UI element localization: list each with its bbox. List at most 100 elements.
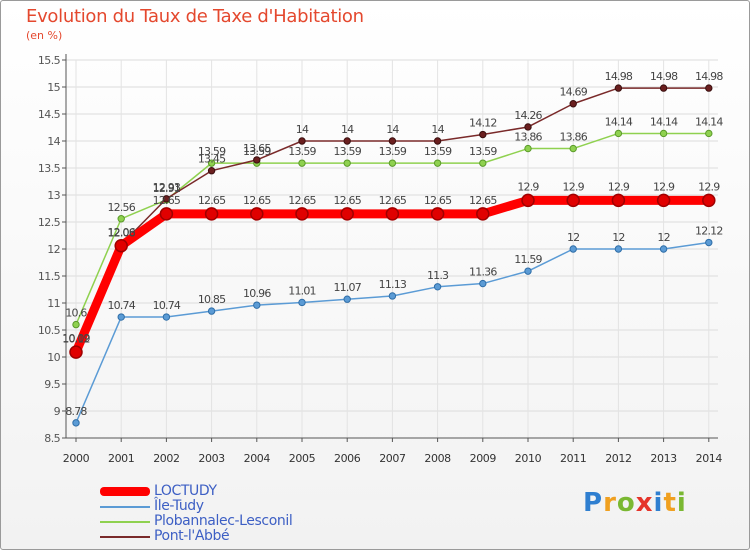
data-point [524,144,532,153]
data-label: 13.59 [424,145,452,158]
y-tick-label: 9.5 [44,378,60,391]
data-point [250,207,264,221]
data-labels: 8.78 10.74 10.74 10.85 10.96 11.01 11.07 11.13 1… [62,70,724,418]
x-tick-label: 2005 [289,452,316,465]
data-label: 13.59 [243,145,271,158]
data-point [569,245,577,253]
data-label: 14.14 [695,115,723,128]
legend-swatch [100,506,150,508]
data-label: 12.12 [695,225,723,238]
chart-unit-label: (en %) [26,29,63,42]
data-point [117,313,125,321]
y-tick-label: 13 [47,189,60,202]
x-tick-label: 2006 [334,452,361,465]
data-point [114,239,128,253]
x-tick-label: 2004 [244,452,271,465]
data-label: 13.45 [198,153,226,166]
data-label: 11.36 [469,266,497,279]
y-tick-label: 13.5 [38,162,61,175]
x-tick-label: 2014 [696,452,723,465]
y-tick-label: 8.5 [44,432,60,445]
data-label: 14 [386,123,399,136]
x-tick-label: 2010 [515,452,542,465]
data-point [476,207,490,221]
data-label: 14 [431,123,444,136]
data-label: 12.9 [653,180,675,193]
data-label: 12.93 [153,181,181,194]
data-label: 12.65 [333,194,361,207]
data-label: 12.56 [107,201,135,214]
data-point [614,84,623,92]
data-point [433,159,442,167]
data-label: 11.13 [379,278,407,291]
data-point [343,159,351,167]
y-tick-label: 12 [47,243,60,256]
data-label: 12.65 [243,194,271,207]
logo-letter: o [616,488,636,518]
logo-letter: P [583,488,604,518]
data-label: 11.01 [288,284,316,297]
y-tick-label: 9 [54,405,61,418]
data-point [659,245,668,253]
y-tick-label: 12.5 [38,216,61,229]
data-label: 12 [567,231,579,244]
x-tick-label: 2012 [605,452,631,465]
data-label: 14 [296,123,309,136]
data-label: 13.86 [514,131,542,144]
data-point [430,207,445,221]
logo-letter: r [603,488,617,518]
data-point [162,195,171,203]
data-point [343,137,351,145]
data-label: 10.6 [65,307,87,320]
data-point [385,207,400,221]
x-tick-label: 2003 [198,452,225,465]
data-point [659,129,668,138]
data-point [298,137,306,145]
y-tick-label: 15.5 [38,54,61,67]
data-label: 10.74 [153,299,181,312]
data-point [569,100,577,108]
data-point [343,295,351,303]
y-tick-label: 10.5 [38,324,61,337]
series-lines [69,84,716,427]
data-point [433,283,442,291]
x-tick-label: 2002 [153,452,179,465]
data-label: 14.98 [695,70,723,83]
data-point [705,84,713,92]
data-point [72,320,80,329]
data-label: 13.59 [333,145,361,158]
data-point [479,279,487,288]
axes: 8.5 9 9.5 10 10.5 11 11.5 12 12.5 13 13.5 14 14.5 15 1… [38,54,723,465]
proxiti-logo: Proxiti [583,488,687,518]
data-point [207,167,216,175]
data-label: 14.69 [559,86,587,99]
legend-swatch [100,521,150,523]
y-tick-label: 10 [47,351,60,364]
x-tick-label: 2000 [63,452,90,465]
data-label: 12.9 [517,180,539,193]
data-label: 14.26 [514,109,542,122]
y-tick-label: 14 [47,135,60,148]
x-tick-label: 2009 [470,452,497,465]
data-label: 12 [612,231,624,244]
data-point [702,193,716,208]
legend-label: Plobannalec-Lesconil [154,513,293,529]
y-tick-label: 11 [47,297,60,310]
data-point [521,193,535,208]
data-label: 12 [657,231,669,244]
logo-letter: t [663,488,677,518]
data-label: 13.86 [559,131,587,144]
data-label: 10.96 [243,287,271,300]
data-label: 12.65 [469,194,497,207]
data-label: 12.91 [153,182,181,195]
data-label: 10.12 [62,333,90,346]
data-point [705,129,713,138]
data-label: 14.14 [650,115,678,128]
data-label: 12.08 [107,227,135,240]
data-point [659,84,668,92]
data-label: 12.65 [198,194,226,207]
data-point [433,137,442,145]
data-label: 10.74 [107,299,135,312]
